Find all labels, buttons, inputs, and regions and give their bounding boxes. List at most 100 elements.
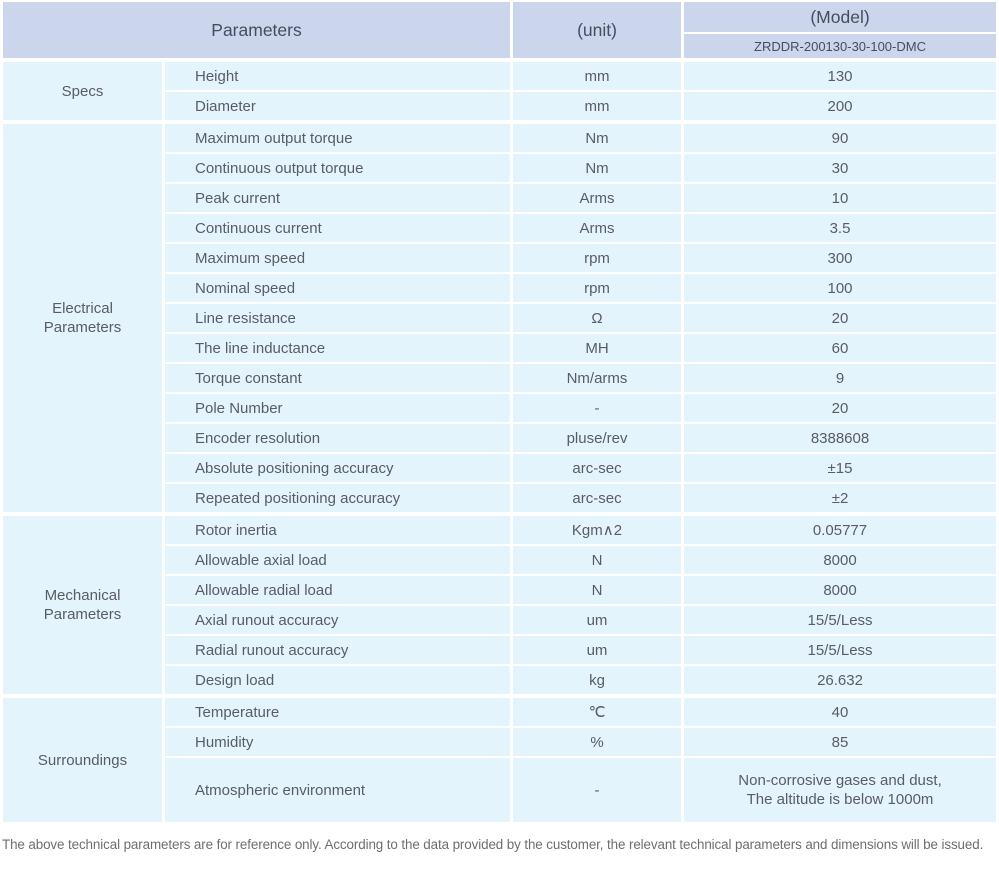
table-row: Humidity % 85: [3, 728, 997, 756]
table-row: Electrical Parameters Maximum output tor…: [3, 122, 997, 512]
unit-cell: mm: [513, 92, 682, 120]
param-cell: Rotor inertia: [165, 514, 511, 544]
param-cell: Maximum speed: [165, 244, 511, 272]
value-cell: 85: [684, 728, 997, 756]
table-row: Allowable axial load N 8000: [3, 546, 997, 574]
table-row: Absolute positioning accuracy arc-sec ±1…: [3, 454, 997, 482]
table-row: Surroundings Temperature ℃ 40: [3, 696, 997, 822]
table-row: Diameter mm 200: [3, 92, 997, 120]
table-header: Parameters (unit) (Model) ZRDDR-200130-3…: [3, 2, 997, 58]
param-cell: Line resistance: [165, 304, 511, 332]
unit-cell: N: [513, 546, 682, 574]
table-row: Encoder resolution pluse/rev 8388608: [3, 424, 997, 452]
table-row: Design load kg 26.632: [3, 666, 997, 694]
value-cell: 200: [684, 92, 997, 120]
param-cell: Radial runout accuracy: [165, 636, 511, 664]
param-cell: Allowable radial load: [165, 576, 511, 604]
param-cell: Absolute positioning accuracy: [165, 454, 511, 482]
table-row: Atmospheric environment - Non-corrosive …: [3, 758, 997, 822]
param-cell: Continuous output torque: [165, 154, 511, 182]
unit-cell: MH: [513, 334, 682, 362]
table-row: Maximum speed rpm 300: [3, 244, 997, 272]
value-cell: ±2: [684, 484, 997, 512]
param-cell: Axial runout accuracy: [165, 606, 511, 634]
unit-cell: um: [513, 636, 682, 664]
unit-cell: Arms: [513, 214, 682, 242]
unit-cell: Kgm∧2: [513, 514, 682, 544]
unit-cell: um: [513, 606, 682, 634]
value-cell: 15/5/Less: [684, 636, 997, 664]
unit-cell: arc-sec: [513, 484, 682, 512]
param-cell: Height: [165, 60, 511, 90]
value-cell: 90: [684, 122, 997, 152]
param-cell: Maximum output torque: [165, 122, 511, 152]
value-cell: 100: [684, 274, 997, 302]
value-cell: 3.5: [684, 214, 997, 242]
unit-cell: %: [513, 728, 682, 756]
unit-cell: N: [513, 576, 682, 604]
unit-cell: Nm: [513, 122, 682, 152]
table-row: Axial runout accuracy um 15/5/Less: [3, 606, 997, 634]
param-cell: Atmospheric environment: [165, 758, 511, 822]
value-cell: 26.632: [684, 666, 997, 694]
value-cell: 30: [684, 154, 997, 182]
value-cell: 40: [684, 696, 997, 726]
param-cell: Nominal speed: [165, 274, 511, 302]
table-row: Mechanical Parameters Rotor inertia Kgm∧…: [3, 514, 997, 694]
value-cell: 8388608: [684, 424, 997, 452]
value-cell: 300: [684, 244, 997, 272]
value-cell: 20: [684, 394, 997, 422]
table-row: Continuous output torque Nm 30: [3, 154, 997, 182]
table-row: Peak current Arms 10: [3, 184, 997, 212]
unit-cell: rpm: [513, 244, 682, 272]
unit-cell: kg: [513, 666, 682, 694]
model-code: ZRDDR-200130-30-100-DMC: [684, 34, 997, 58]
value-cell: 9: [684, 364, 997, 392]
unit-cell: mm: [513, 60, 682, 90]
param-cell: Humidity: [165, 728, 511, 756]
table-row: Allowable radial load N 8000: [3, 576, 997, 604]
value-cell: 10: [684, 184, 997, 212]
param-cell: Diameter: [165, 92, 511, 120]
unit-cell: rpm: [513, 274, 682, 302]
unit-cell: -: [513, 758, 682, 822]
unit-cell: pluse/rev: [513, 424, 682, 452]
table-row: Continuous current Arms 3.5: [3, 214, 997, 242]
value-cell: 130: [684, 60, 997, 90]
value-cell: 8000: [684, 546, 997, 574]
table-row: Repeated positioning accuracy arc-sec ±2: [3, 484, 997, 512]
table-row: Specs Height mm 130: [3, 60, 997, 120]
param-cell: Encoder resolution: [165, 424, 511, 452]
param-cell: Allowable axial load: [165, 546, 511, 574]
value-cell: 15/5/Less: [684, 606, 997, 634]
param-cell: Peak current: [165, 184, 511, 212]
param-cell: The line inductance: [165, 334, 511, 362]
unit-cell: -: [513, 394, 682, 422]
footer-note: The above technical parameters are for r…: [2, 837, 984, 852]
group-cell-mechanical-parameters: Mechanical Parameters: [3, 514, 162, 694]
value-cell: 60: [684, 334, 997, 362]
group-cell-surroundings: Surroundings: [3, 696, 162, 822]
table-row: The line inductance MH 60: [3, 334, 997, 362]
table-row: Nominal speed rpm 100: [3, 274, 997, 302]
param-cell: Temperature: [165, 696, 511, 726]
spec-table: Parameters (unit) (Model) ZRDDR-200130-3…: [3, 2, 997, 822]
param-cell: Design load: [165, 666, 511, 694]
unit-cell: ℃: [513, 696, 682, 726]
unit-cell: Ω: [513, 304, 682, 332]
group-cell-electrical-parameters: Electrical Parameters: [3, 122, 162, 512]
group-cell-specs: Specs: [3, 60, 162, 120]
header-row: Parameters (unit) (Model): [3, 2, 997, 58]
table-row: Torque constant Nm/arms 9: [3, 364, 997, 392]
table-row: Radial runout accuracy um 15/5/Less: [3, 636, 997, 664]
param-cell: Repeated positioning accuracy: [165, 484, 511, 512]
value-cell: 0.05777: [684, 514, 997, 544]
unit-cell: Nm: [513, 154, 682, 182]
unit-column-header: (unit): [513, 2, 682, 58]
value-cell: ±15: [684, 454, 997, 482]
model-column-header: (Model): [684, 2, 997, 32]
model-code-row: ZRDDR-200130-30-100-DMC: [3, 34, 997, 58]
table-row: Line resistance Ω 20: [3, 304, 997, 332]
param-cell: Torque constant: [165, 364, 511, 392]
parameters-column-header: Parameters: [3, 2, 511, 58]
